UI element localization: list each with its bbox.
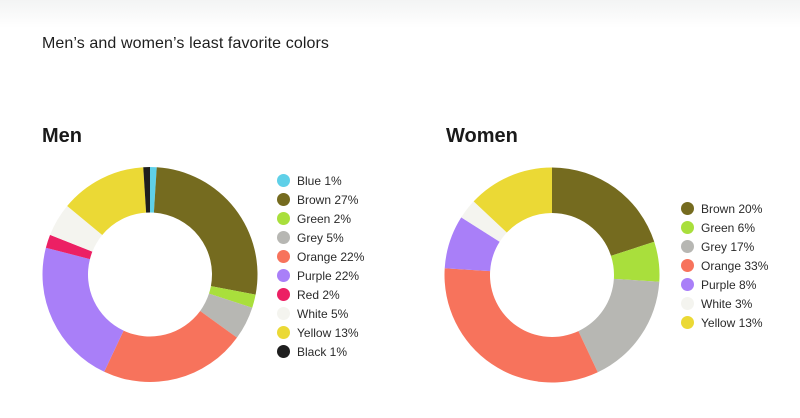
- legend-label: Green 2%: [297, 211, 352, 226]
- legend-swatch-icon: [277, 326, 290, 339]
- legend-swatch-icon: [681, 240, 694, 253]
- women-legend-item: Grey 17%: [681, 237, 768, 256]
- donut-slice-white: [50, 205, 103, 252]
- men-legend-item: Orange 22%: [277, 247, 364, 266]
- women-donut-chart: [444, 167, 660, 383]
- legend-label: Black 1%: [297, 344, 348, 359]
- men-legend-item: Blue 1%: [277, 171, 364, 190]
- men-legend: Blue 1% Brown 27% Green 2% Grey 5% Orange 22…: [277, 171, 364, 361]
- legend-swatch-icon: [681, 297, 694, 310]
- legend-label: Brown 27%: [297, 192, 359, 207]
- legend-swatch-icon: [681, 221, 694, 234]
- legend-label: White 3%: [701, 296, 753, 311]
- legend-label: Grey 5%: [297, 230, 344, 245]
- donut-slice-green: [610, 241, 660, 282]
- donut-slice-purple: [444, 217, 500, 272]
- donut-slice-grey: [578, 278, 660, 373]
- men-donut-chart: [42, 167, 258, 382]
- donut-slice-blue: [150, 167, 157, 213]
- legend-swatch-icon: [681, 316, 694, 329]
- legend-swatch-icon: [277, 250, 290, 263]
- men-legend-item: Black 1%: [277, 342, 364, 361]
- donut-slice-red: [45, 234, 93, 260]
- legend-label: Brown 20%: [701, 201, 763, 216]
- women-legend: Brown 20% Green 6% Grey 17% Orange 33% Purpl…: [681, 199, 768, 332]
- donut-slice-yellow: [473, 167, 552, 233]
- legend-swatch-icon: [277, 269, 290, 282]
- donut-slice-brown: [153, 167, 258, 295]
- men-legend-item: Grey 5%: [277, 228, 364, 247]
- legend-label: Blue 1%: [297, 173, 342, 188]
- donut-slice-white: [461, 201, 507, 242]
- legend-swatch-icon: [277, 193, 290, 206]
- men-legend-item: Brown 27%: [277, 190, 364, 209]
- legend-swatch-icon: [681, 202, 694, 215]
- donut-slice-purple: [42, 247, 124, 372]
- legend-swatch-icon: [681, 278, 694, 291]
- legend-swatch-icon: [277, 231, 290, 244]
- legend-label: Yellow 13%: [701, 315, 763, 330]
- legend-label: Purple 22%: [297, 268, 360, 283]
- women-legend-item: Orange 33%: [681, 256, 768, 275]
- legend-label: Yellow 13%: [297, 325, 359, 340]
- legend-label: Red 2%: [297, 287, 340, 302]
- legend-label: White 5%: [297, 306, 349, 321]
- legend-label: Orange 33%: [701, 258, 769, 273]
- chart-title: Men’s and women’s least favorite colors: [42, 35, 330, 52]
- legend-swatch-icon: [681, 259, 694, 272]
- donut-slice-yellow: [67, 167, 147, 235]
- men-legend-item: White 5%: [277, 304, 364, 323]
- donut-slice-black: [143, 167, 150, 213]
- women-legend-item: Green 6%: [681, 218, 768, 237]
- legend-label: Green 6%: [701, 220, 756, 235]
- men-legend-item: Green 2%: [277, 209, 364, 228]
- men-legend-item: Red 2%: [277, 285, 364, 304]
- donut-slice-orange: [104, 310, 237, 382]
- donut-slice-green: [208, 286, 256, 308]
- women-legend-item: Brown 20%: [681, 199, 768, 218]
- women-chart-title: Women: [446, 125, 518, 147]
- donut-slice-orange: [444, 268, 598, 383]
- legend-swatch-icon: [277, 174, 290, 187]
- women-legend-item: Yellow 13%: [681, 313, 768, 332]
- men-legend-item: Yellow 13%: [277, 323, 364, 342]
- women-legend-item: White 3%: [681, 294, 768, 313]
- men-legend-item: Purple 22%: [277, 266, 364, 285]
- legend-swatch-icon: [277, 288, 290, 301]
- legend-label: Purple 8%: [701, 277, 757, 292]
- donut-slice-brown: [552, 167, 655, 256]
- legend-label: Grey 17%: [701, 239, 755, 254]
- legend-swatch-icon: [277, 345, 290, 358]
- men-chart-title: Men: [42, 125, 82, 147]
- donut-slice-grey: [200, 293, 253, 338]
- legend-label: Orange 22%: [297, 249, 365, 264]
- women-legend-item: Purple 8%: [681, 275, 768, 294]
- legend-swatch-icon: [277, 212, 290, 225]
- legend-swatch-icon: [277, 307, 290, 320]
